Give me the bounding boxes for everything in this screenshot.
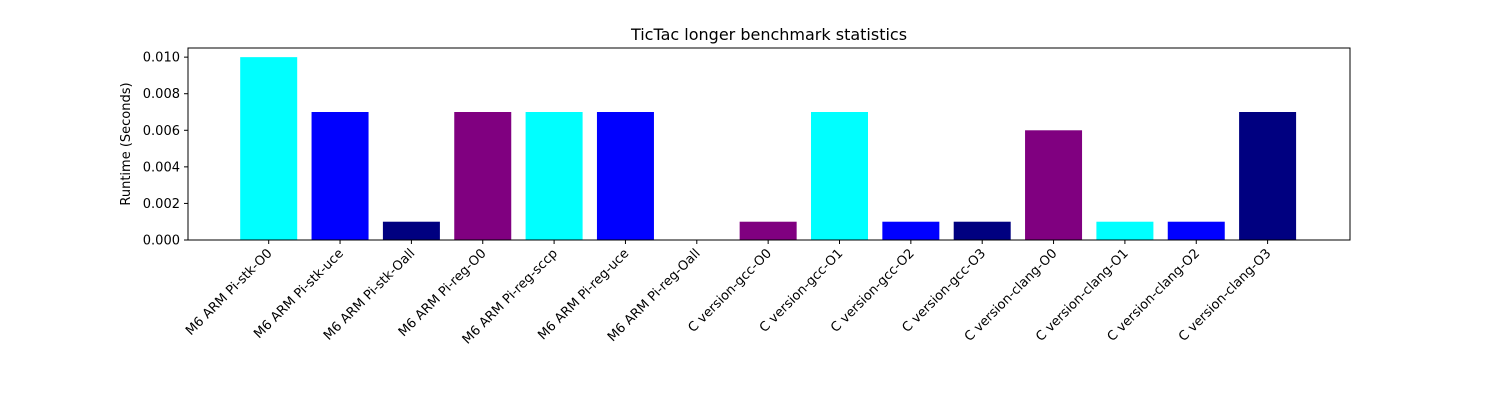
bar <box>953 221 1011 240</box>
y-tick-label: 0.008 <box>143 87 180 102</box>
bars-group <box>240 57 1297 240</box>
bar <box>525 112 583 240</box>
y-tick-label: 0.004 <box>143 160 180 175</box>
bar <box>811 112 868 240</box>
bar <box>1167 221 1225 240</box>
bar <box>1025 130 1083 240</box>
y-tick-label: 0.002 <box>143 197 180 212</box>
bar <box>739 221 797 240</box>
y-tick-label: 0.006 <box>143 124 180 139</box>
bar <box>1239 112 1297 240</box>
chart-title: TicTac longer benchmark statistics <box>630 25 907 44</box>
y-tick-label: 0.000 <box>143 234 180 249</box>
bar <box>1096 221 1154 240</box>
y-axis-label: Runtime (Seconds) <box>119 82 134 205</box>
y-axis-ticks: 0.000 0.002 0.004 0.006 0.008 0.010 <box>143 51 188 249</box>
bar <box>240 57 298 240</box>
plot-frame <box>187 47 1351 241</box>
bar <box>454 112 512 240</box>
bar <box>382 221 440 240</box>
bar <box>596 112 654 240</box>
bar <box>311 112 369 240</box>
bar <box>882 221 940 240</box>
y-tick-label: 0.010 <box>143 51 180 66</box>
